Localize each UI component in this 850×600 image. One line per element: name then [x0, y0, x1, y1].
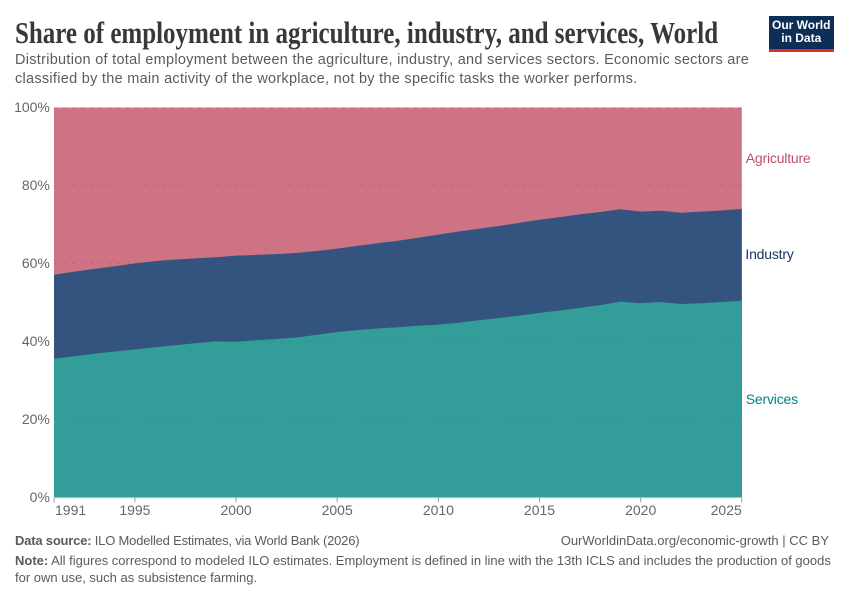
svg-text:Services: Services [746, 391, 798, 407]
svg-text:2015: 2015 [524, 502, 555, 518]
svg-text:80%: 80% [22, 177, 50, 193]
svg-text:60%: 60% [22, 255, 50, 271]
svg-text:Industry: Industry [745, 246, 793, 262]
svg-text:1995: 1995 [119, 502, 150, 518]
svg-text:20%: 20% [22, 411, 50, 427]
svg-text:100%: 100% [14, 99, 50, 115]
svg-text:0%: 0% [30, 489, 50, 505]
svg-text:Agriculture: Agriculture [746, 150, 811, 166]
svg-text:2000: 2000 [221, 502, 252, 518]
svg-text:40%: 40% [22, 333, 50, 349]
svg-text:2025: 2025 [711, 502, 742, 518]
svg-text:2010: 2010 [423, 502, 454, 518]
svg-text:1991: 1991 [55, 502, 86, 518]
svg-text:2005: 2005 [322, 502, 353, 518]
svg-text:2020: 2020 [625, 502, 656, 518]
